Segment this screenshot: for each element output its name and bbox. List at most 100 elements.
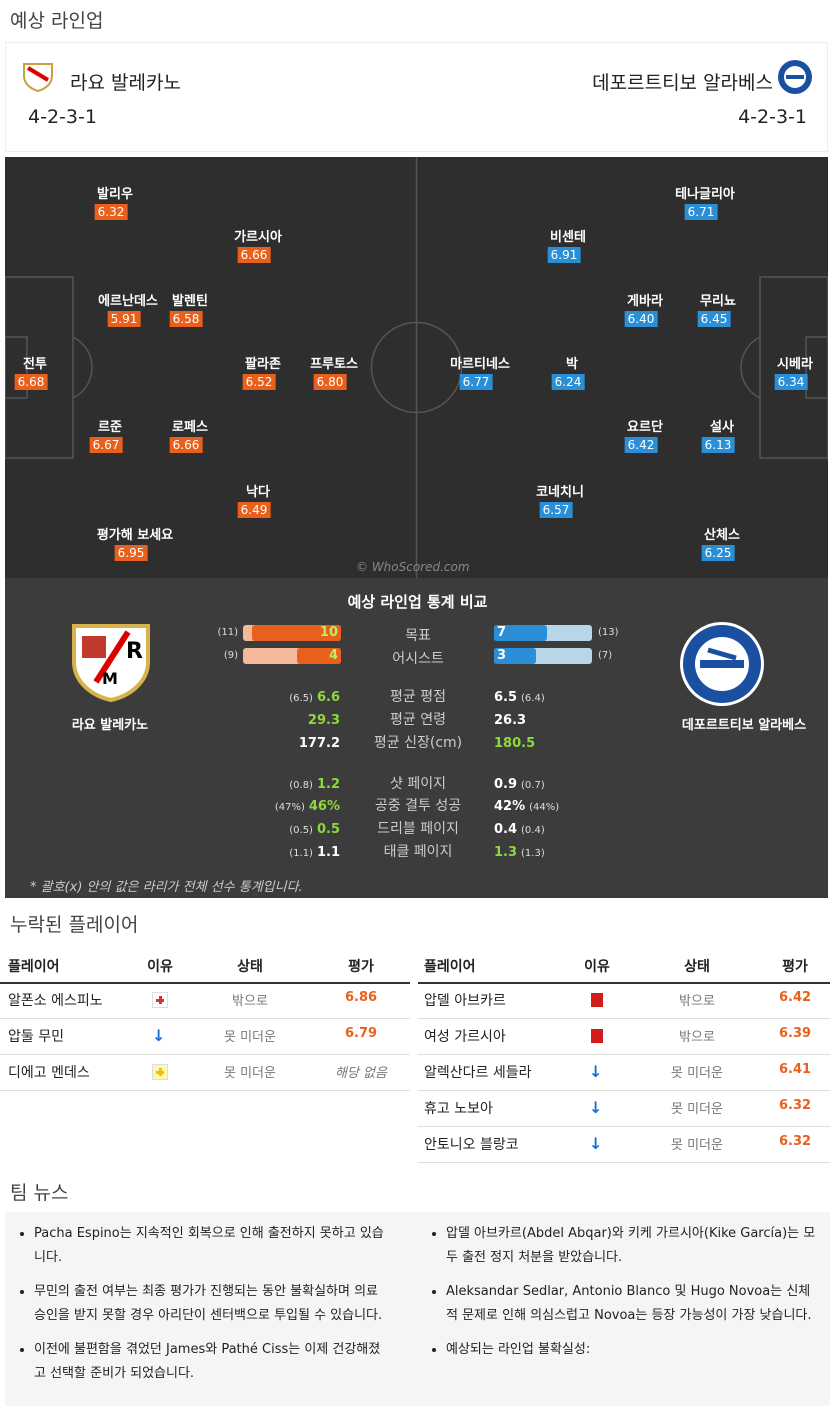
status: 못 미더운 bbox=[671, 1138, 723, 1153]
player-name: 르준 bbox=[98, 420, 122, 435]
section-title: 팀 뉴스 bbox=[10, 1182, 69, 1204]
away-team-name-text: 데포르트티보 알라베스 bbox=[681, 718, 807, 733]
away-stat-value: 6.5 bbox=[494, 690, 518, 705]
row-rule bbox=[0, 1090, 410, 1091]
home-avg: (47%) bbox=[274, 802, 305, 813]
news-list: Pacha Espino는 지속적인 회복으로 인해 출전하지 못하고 있습니다… bbox=[14, 1222, 386, 1396]
away-avg: (6.4) bbox=[521, 693, 545, 704]
player-rating: 6.80 bbox=[313, 374, 347, 390]
stat-label: 평균 신장(cm) bbox=[373, 735, 463, 751]
home-value: 10 bbox=[319, 625, 338, 640]
player-name: 알렉산다르 세들라 bbox=[424, 1065, 532, 1081]
home-avg: (6.5) bbox=[289, 693, 313, 704]
away-stat-value: 1.3 bbox=[494, 845, 518, 860]
news-item: 예상되는 라인업 불확실성: bbox=[446, 1338, 818, 1362]
rating: 6.41 bbox=[778, 1062, 812, 1077]
player-rating: 6.91 bbox=[547, 247, 581, 263]
away-bar bbox=[494, 625, 547, 641]
home-name: 라요 발레카노 bbox=[70, 72, 181, 94]
table-header: 상태 bbox=[684, 959, 710, 975]
away-stat-value: 0.9 bbox=[494, 777, 518, 792]
rating: 6.42 bbox=[778, 990, 812, 1005]
svg-text:M: M bbox=[102, 669, 118, 688]
away-stat-value: 26.3 bbox=[494, 713, 527, 728]
rating: 6.39 bbox=[778, 1026, 812, 1041]
away-avg: (1.3) bbox=[521, 848, 545, 859]
player-rating: 5.91 bbox=[107, 311, 141, 327]
player-name: 시베라 bbox=[777, 357, 813, 372]
news-box bbox=[5, 1212, 830, 1406]
rating: 6.32 bbox=[778, 1134, 812, 1149]
section-title: 누락된 플레이어 bbox=[10, 914, 139, 936]
player-name: 알폰소 에스피노 bbox=[8, 993, 103, 1009]
home-avg: (0.8) bbox=[289, 780, 313, 791]
home-stat-value: 0.5 bbox=[316, 822, 340, 837]
comparison-title: 예상 라인업 통계 비교 bbox=[347, 593, 488, 611]
stat-label: 드리블 페이지 bbox=[377, 821, 459, 837]
status: 못 미더운 bbox=[671, 1102, 723, 1117]
player-rating: 6.77 bbox=[459, 374, 493, 390]
player-name: 무리뇨 bbox=[700, 294, 736, 309]
player-rating: 6.24 bbox=[551, 374, 585, 390]
home-stat: (6.5) 6.6 bbox=[289, 686, 340, 705]
away-logo bbox=[680, 622, 764, 706]
header-rule bbox=[0, 982, 410, 984]
player-rating: 6.67 bbox=[89, 437, 123, 453]
status: 못 미더운 bbox=[671, 1066, 723, 1081]
bar-label: 목표 bbox=[405, 628, 431, 644]
away-stat-value: 180.5 bbox=[494, 736, 536, 751]
home-logo-small bbox=[23, 63, 53, 92]
player-rating: 6.25 bbox=[701, 545, 735, 561]
cross-v bbox=[159, 1068, 162, 1076]
home-total: (11) bbox=[217, 627, 238, 638]
away-stat: 0.9 (0.7) bbox=[494, 773, 545, 792]
player-name: 발렌틴 bbox=[172, 294, 208, 309]
player-name: 팔라존 bbox=[245, 357, 281, 372]
player-rating: 6.71 bbox=[684, 204, 718, 220]
table-header: 평가 bbox=[782, 959, 808, 975]
away-stat: 6.5 (6.4) bbox=[494, 686, 545, 705]
player-name: 안토니오 블랑코 bbox=[424, 1137, 519, 1153]
player-rating: 6.95 bbox=[114, 545, 148, 561]
home-stat: 177.2 bbox=[299, 732, 340, 751]
away-logo-small bbox=[778, 60, 812, 94]
player-rating: 6.57 bbox=[539, 502, 573, 518]
home-bar bbox=[297, 648, 341, 664]
home-value: 4 bbox=[328, 648, 338, 663]
news-item: Aleksandar Sedlar, Antonio Blanco 및 Hugo… bbox=[446, 1280, 818, 1328]
rating: 6.79 bbox=[344, 1026, 378, 1041]
rating: 해당 없음 bbox=[335, 1066, 387, 1081]
row-rule bbox=[418, 1054, 830, 1055]
away-bar bbox=[494, 648, 536, 664]
home-bar bbox=[251, 625, 341, 641]
row-rule bbox=[0, 1054, 410, 1055]
home-stat-value: 29.3 bbox=[307, 713, 340, 728]
rating: 6.86 bbox=[344, 990, 378, 1005]
home-stat: (47%) 46% bbox=[275, 795, 340, 814]
player-name: 평가해 보세요 bbox=[96, 528, 174, 543]
news-item: 압델 아브카르(Abdel Abqar)와 키케 가르시아(Kike Garcí… bbox=[446, 1222, 818, 1270]
away-total: (7) bbox=[598, 650, 613, 661]
home-stat: (0.5) 0.5 bbox=[289, 818, 340, 837]
table-header: 이유 bbox=[147, 959, 173, 975]
player-rating: 6.40 bbox=[624, 311, 658, 327]
away-avg: (44%) bbox=[529, 802, 560, 813]
home-total: (9) bbox=[223, 650, 238, 661]
player-name: 비센테 bbox=[550, 230, 586, 245]
player-rating: 6.32 bbox=[94, 204, 128, 220]
table-header: 상태 bbox=[237, 959, 263, 975]
reason-icon: ↓ bbox=[589, 1134, 603, 1153]
home-stat: 29.3 bbox=[308, 709, 340, 728]
status: 못 미더운 bbox=[224, 1066, 276, 1081]
away-avg: (0.4) bbox=[521, 825, 545, 836]
reason-icon bbox=[591, 993, 603, 1007]
player-name: 여성 가르시아 bbox=[424, 1029, 506, 1045]
news-list: 압델 아브카르(Abdel Abqar)와 키케 가르시아(Kike Garcí… bbox=[426, 1222, 818, 1372]
home-stat-value: 1.2 bbox=[316, 777, 340, 792]
player-name: 산체스 bbox=[704, 528, 740, 543]
player-rating: 6.42 bbox=[624, 437, 658, 453]
player-name: 낙다 bbox=[246, 485, 270, 500]
stat-label: 샷 페이지 bbox=[390, 776, 446, 792]
row-rule bbox=[418, 1018, 830, 1019]
